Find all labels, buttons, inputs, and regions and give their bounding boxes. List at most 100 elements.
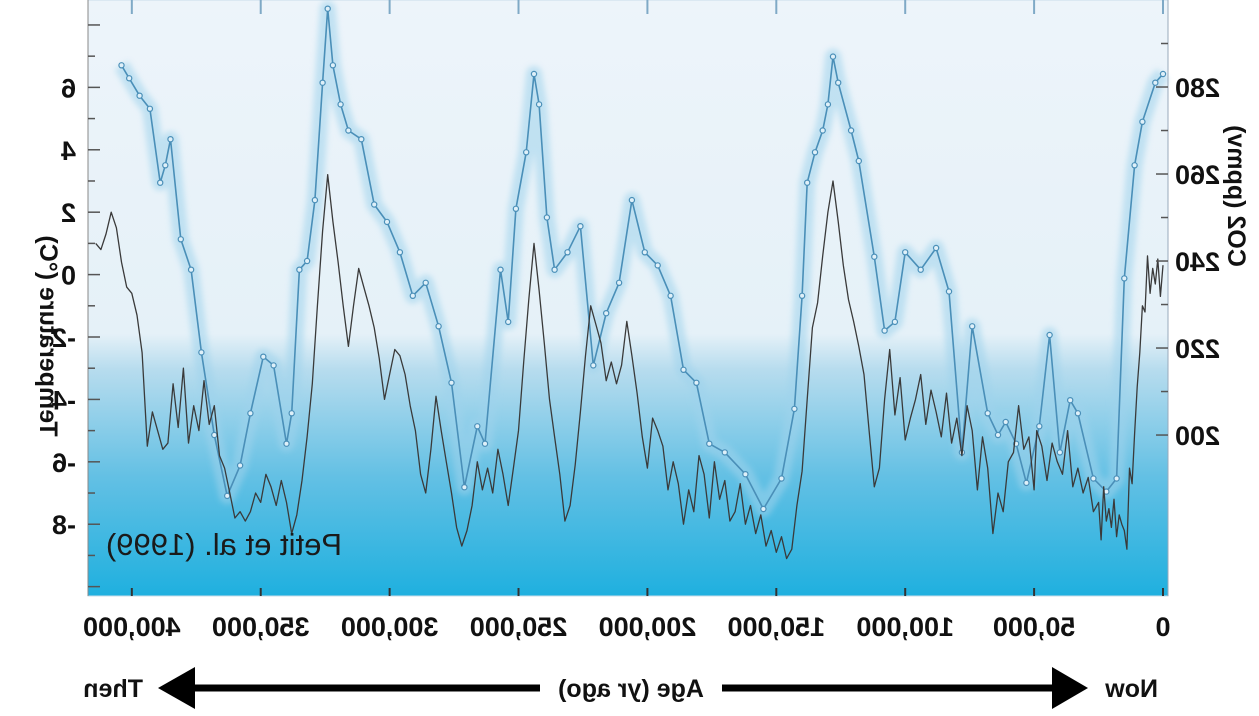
co2-data-point <box>551 266 558 273</box>
y-left-tick-label: -2 <box>52 323 76 353</box>
x-tick-label: 150,000 <box>728 612 826 642</box>
annotation-group: Petit et al. (1999) <box>106 527 342 562</box>
co2-data-point <box>530 70 538 78</box>
co2-data-point <box>590 362 597 369</box>
co2-data-point <box>693 379 700 386</box>
co2-data-point <box>223 492 231 500</box>
co2-data-point <box>564 249 571 256</box>
co2-data-point <box>288 410 295 417</box>
co2-data-point <box>260 353 267 360</box>
co2-data-point <box>167 135 174 143</box>
y-left-tick-label: 6 <box>61 73 76 103</box>
y-right-axis-title: CO2 (ppmv) <box>1222 125 1250 267</box>
co2-data-point <box>615 279 623 286</box>
co2-data-point <box>162 162 169 169</box>
co2-series-line <box>120 7 1164 510</box>
co2-data-point <box>337 101 344 108</box>
co2-data-point <box>791 405 798 413</box>
co2-data-point <box>778 475 785 482</box>
co2-data-point <box>1090 475 1097 482</box>
x-tick-label: 400,000 <box>83 612 181 642</box>
time-direction-arrow: Then Now Age (yr ago) <box>83 667 1158 709</box>
co2-data-point <box>902 249 909 256</box>
co2-data-point <box>721 449 729 456</box>
arrow-right-head-icon <box>1052 667 1088 709</box>
co2-data-point <box>1002 418 1009 426</box>
co2-data-point <box>829 53 837 60</box>
x-tick-label: 100,000 <box>856 612 954 642</box>
co2-data-point <box>742 471 749 478</box>
co2-data-point <box>1046 331 1053 339</box>
co2-data-point <box>383 218 391 226</box>
co2-data-point <box>577 222 584 230</box>
co2-data-point <box>680 366 687 373</box>
co2-data-point <box>358 135 365 143</box>
co2-data-point <box>855 157 863 165</box>
co2-data-point <box>811 149 819 156</box>
plot-area <box>88 0 1168 596</box>
y-left-tick-label: 0 <box>61 261 76 291</box>
co2-data-point <box>1139 118 1146 126</box>
y-right-tick-label: 200 <box>1175 421 1220 451</box>
co2-data-point <box>667 292 674 299</box>
y-left-tick-label: 4 <box>61 136 76 166</box>
y-left-tick-label: -4 <box>52 385 76 415</box>
co2-data-point <box>917 266 924 273</box>
co2-data-point <box>371 201 378 208</box>
co2-data-point <box>706 440 713 447</box>
co2-data-point <box>283 440 290 447</box>
y-right-tick-label: 260 <box>1175 160 1220 190</box>
y-left-tick-label: 2 <box>61 198 76 228</box>
co2-data-point <box>523 149 530 156</box>
co2-data-point <box>654 262 661 269</box>
co2-data-point <box>448 379 455 386</box>
x-tick-label: 350,000 <box>212 612 310 642</box>
co2-data-point <box>835 79 842 86</box>
co2-data-point <box>1056 449 1064 456</box>
co2-data-point <box>311 196 319 204</box>
co2-data-point <box>156 179 164 186</box>
x-axis: 0 50,000 100,000 150,000 200,000 250,000 300,0… <box>83 588 1171 642</box>
co2-data-point <box>324 5 331 12</box>
co2-data-point <box>1074 410 1082 417</box>
y-left-tick-label: -8 <box>52 510 76 540</box>
co2-data-point <box>994 431 1002 439</box>
x-tick-label: 50,000 <box>993 612 1076 642</box>
co2-data-point <box>319 79 326 86</box>
y-right-axis: 280 260 240 220 200 <box>1156 0 1220 596</box>
x-axis-title: Age (yr ago) <box>558 675 704 703</box>
co2-data-point <box>118 62 125 69</box>
top-tick-marks <box>130 0 1164 14</box>
then-label: Then <box>83 675 143 703</box>
co2-data-point <box>296 266 303 273</box>
y-right-tick-label: 220 <box>1175 334 1220 364</box>
y-right-tick-label: 240 <box>1175 247 1220 277</box>
co2-data-point <box>270 362 277 369</box>
co2-data-point <box>945 288 953 295</box>
co2-data-point <box>819 127 826 134</box>
co2-data-point <box>1066 397 1074 404</box>
y-left-axis: 6 4 2 0 -2 -4 -6 -8 <box>52 0 100 596</box>
co2-data-point <box>847 127 855 134</box>
co2-data-point <box>1023 479 1030 487</box>
co2-data-point <box>345 127 352 134</box>
co2-data-point <box>641 249 649 256</box>
co2-data-point <box>236 462 244 469</box>
co2-data-point <box>422 279 429 286</box>
co2-data-point <box>146 105 154 113</box>
co2-data-point <box>409 292 416 299</box>
co2-data-point <box>512 205 520 212</box>
co2-data-point <box>211 431 218 439</box>
co2-data-point <box>247 410 254 417</box>
x-tick-label: 200,000 <box>599 612 697 642</box>
x-tick-label: 300,000 <box>341 612 439 642</box>
source-annotation: Petit et al. (1999) <box>106 527 342 562</box>
co2-data-point <box>760 505 767 513</box>
series-layer <box>95 5 1167 560</box>
co2-data-point <box>881 327 888 334</box>
co2-data-point <box>932 244 940 252</box>
co2-data-point <box>535 101 543 108</box>
co2-data-point <box>798 292 806 299</box>
co2-data-point <box>303 257 311 265</box>
